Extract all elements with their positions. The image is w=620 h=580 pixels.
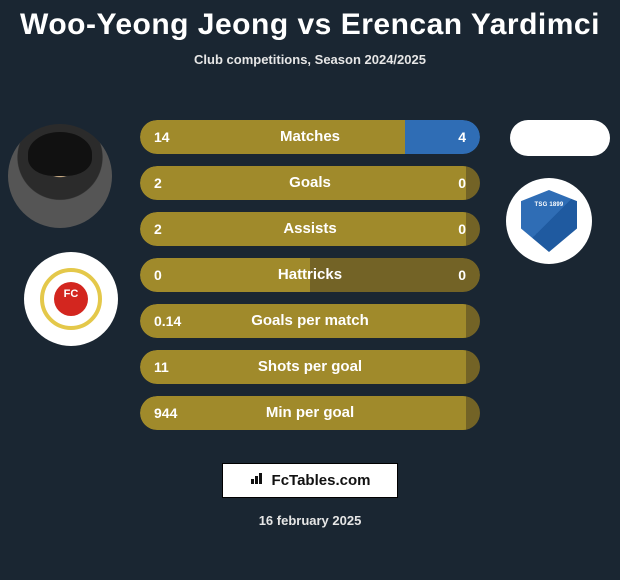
stat-bar-right [466, 304, 480, 338]
stat-bar-right [405, 120, 480, 154]
stat-bar-left [140, 396, 466, 430]
hoffenheim-icon [521, 190, 577, 252]
stat-bar-left [140, 120, 405, 154]
comparison-title: Woo-Yeong Jeong vs Erencan Yardimci [0, 0, 620, 42]
comparison-subtitle: Club competitions, Season 2024/2025 [0, 52, 620, 67]
date-text: 16 february 2025 [0, 513, 620, 528]
stat-row: 144Matches [140, 120, 480, 154]
stat-row: 20Assists [140, 212, 480, 246]
stat-row: 00Hattricks [140, 258, 480, 292]
comparison-chart: 144Matches20Goals20Assists00Hattricks0.1… [140, 120, 480, 442]
stat-value-right: 0 [458, 166, 466, 200]
bar-chart-icon [250, 471, 266, 488]
player-left-avatar [8, 124, 112, 228]
stat-value-left: 14 [154, 120, 170, 154]
stat-bar-right [466, 396, 480, 430]
player-right-avatar [510, 120, 610, 156]
stat-bar-left [140, 212, 466, 246]
stat-value-left: 944 [154, 396, 177, 430]
stat-value-left: 2 [154, 166, 162, 200]
stat-bar-right [466, 166, 480, 200]
stat-row: 0.14Goals per match [140, 304, 480, 338]
club-right-badge [506, 178, 592, 264]
stat-bar-left [140, 166, 466, 200]
stat-bar-right [466, 350, 480, 384]
stat-value-left: 11 [154, 350, 169, 384]
brand-text: FcTables.com [272, 472, 371, 489]
stat-row: 944Min per goal [140, 396, 480, 430]
stat-bar-left [140, 304, 466, 338]
stat-bar-right [310, 258, 480, 292]
stat-bar-left [140, 258, 310, 292]
stat-value-left: 0 [154, 258, 162, 292]
stat-value-right: 0 [458, 212, 466, 246]
union-berlin-icon [40, 268, 102, 330]
stat-value-left: 0.14 [154, 304, 181, 338]
stat-bar-right [466, 212, 480, 246]
stat-bar-left [140, 350, 466, 384]
stat-row: 11Shots per goal [140, 350, 480, 384]
club-left-badge [24, 252, 118, 346]
brand-badge: FcTables.com [222, 463, 398, 498]
stat-value-right: 4 [458, 120, 466, 154]
stat-row: 20Goals [140, 166, 480, 200]
stat-value-right: 0 [458, 258, 466, 292]
stat-value-left: 2 [154, 212, 162, 246]
